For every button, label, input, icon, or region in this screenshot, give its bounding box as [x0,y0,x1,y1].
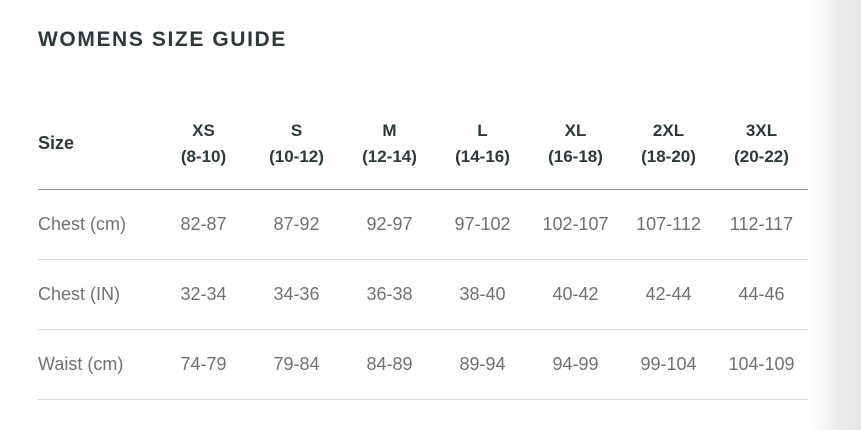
size-range: (10-12) [269,146,324,166]
size-name: S [290,120,303,140]
column-header-xs: XS (8-10) [157,99,250,190]
size-range: (18-20) [641,146,696,166]
cell-value: 102-107 [529,189,622,260]
size-name: XS [192,120,215,140]
cell-value: 87-92 [250,189,343,260]
cell-value: 89-94 [436,329,529,400]
cell-value: 82-87 [157,189,250,260]
cell-value: 94-99 [529,329,622,400]
column-header-m: M (12-14) [343,99,436,190]
size-name: M [382,120,397,140]
cell-value: 44-46 [715,259,808,330]
column-header-3xl: 3XL (20-22) [715,99,808,190]
column-header-l: L (14-16) [436,99,529,190]
cell-value: 92-97 [343,189,436,260]
row-label: Chest (IN) [38,259,157,330]
cell-value: 84-89 [343,329,436,400]
cell-value: 112-117 [715,189,808,260]
size-range: (14-16) [455,146,510,166]
cell-value: 38-40 [436,259,529,330]
cell-value: 42-44 [622,259,715,330]
row-label: Waist (cm) [38,329,157,400]
size-range: (12-14) [362,146,417,166]
size-range: (16-18) [548,146,603,166]
cell-value: 99-104 [622,329,715,400]
size-guide-page: WOMENS SIZE GUIDE Size XS (8-10) S (10-1… [38,28,808,400]
table-row-chest-in: Chest (IN) 32-34 34-36 36-38 38-40 40-42… [38,259,808,330]
size-name: L [477,120,488,140]
cell-value: 104-109 [715,329,808,400]
cell-value: 32-34 [157,259,250,330]
size-name: XL [564,120,587,140]
column-header-xl: XL (16-18) [529,99,622,190]
size-name: 3XL [745,120,778,140]
cell-value: 34-36 [250,259,343,330]
table-header-row: Size XS (8-10) S (10-12) M (12-14) L (14… [38,99,808,190]
cell-value: 74-79 [157,329,250,400]
cell-value: 107-112 [622,189,715,260]
size-range: (20-22) [734,146,789,166]
size-range: (8-10) [180,146,227,166]
column-header-2xl: 2XL (18-20) [622,99,715,190]
size-guide-table: Size XS (8-10) S (10-12) M (12-14) L (14… [38,99,808,400]
cell-value: 36-38 [343,259,436,330]
column-header-size: Size [38,99,157,190]
table-row-chest-cm: Chest (cm) 82-87 87-92 92-97 97-102 102-… [38,189,808,260]
size-name: 2XL [652,120,685,140]
cell-value: 97-102 [436,189,529,260]
table-row-waist-cm: Waist (cm) 74-79 79-84 84-89 89-94 94-99… [38,329,808,400]
column-header-s: S (10-12) [250,99,343,190]
cell-value: 79-84 [250,329,343,400]
cell-value: 40-42 [529,259,622,330]
page-title: WOMENS SIZE GUIDE [38,28,287,51]
row-label: Chest (cm) [38,189,157,260]
